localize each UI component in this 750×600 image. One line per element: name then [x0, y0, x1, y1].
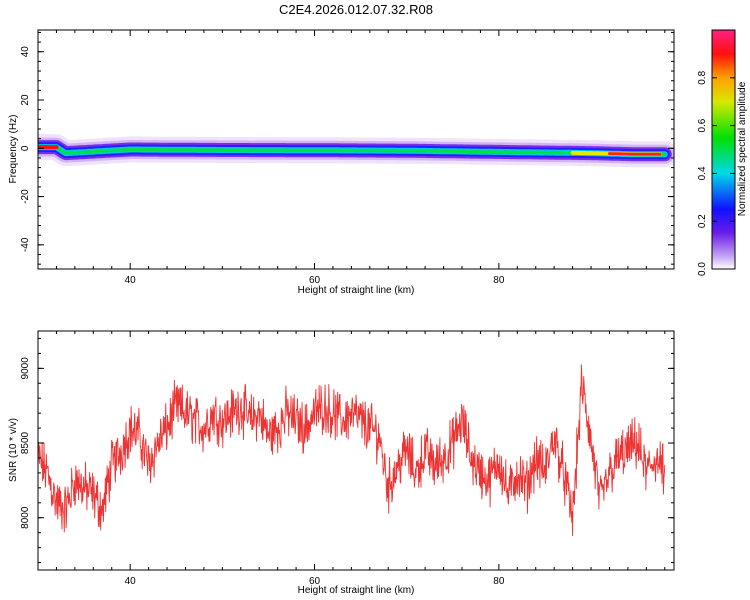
x-tick-label: 80 [493, 576, 505, 587]
x-tick-label: 80 [493, 275, 505, 286]
y-tick-label: 40 [20, 46, 31, 58]
x-tick-label: 40 [125, 275, 137, 286]
x-tick-label: 60 [309, 576, 321, 587]
spectrogram-xticks: 40 60 80 [37, 30, 666, 286]
y-tick-label: 9000 [20, 357, 31, 380]
snr-xticks: 40 60 80 [37, 331, 666, 587]
spectrogram-frame [37, 29, 675, 270]
y-tick-label: 8500 [20, 431, 31, 454]
band-green [38, 145, 667, 156]
spectrogram-ylabel: Frequency (Hz) [8, 115, 19, 184]
y-tick-label: 8000 [20, 506, 31, 529]
colorbar-tick-label: 0.2 [697, 214, 708, 228]
colorbar: 0.0 0.2 0.4 0.6 0.8 Normalized spectral ampl… [697, 29, 748, 276]
y-tick-label: -40 [20, 237, 31, 252]
colorbar-tick-label: 0.8 [697, 70, 708, 84]
colorbar-tick-label: 0.0 [697, 262, 708, 276]
x-tick-label: 60 [309, 275, 321, 286]
spectrogram-yticks: 40 20 0 -20 -40 [20, 31, 674, 265]
y-tick-label: 20 [20, 94, 31, 106]
colorbar-ticks: 0.0 0.2 0.4 0.6 0.8 [697, 70, 735, 276]
snr-ylabel: SNR (10 * v/v) [8, 418, 19, 482]
colorbar-tick-label: 0.6 [697, 118, 708, 132]
colorbar-label: Normalized spectral amplitude [737, 81, 748, 216]
colorbar-tick-label: 0.4 [697, 166, 708, 180]
band-core-red-end [608, 152, 662, 156]
spectrogram-band [38, 134, 674, 168]
snr-panel: 40 60 80 9000 8500 8000 Height of straight l… [8, 330, 675, 596]
snr-series-line [38, 364, 666, 537]
snr-xlabel: Height of straight line (km) [298, 585, 415, 596]
y-tick-label: 0 [20, 145, 31, 151]
x-tick-label: 40 [125, 576, 137, 587]
snr-yticks: 9000 8500 8000 [20, 337, 674, 564]
snr-frame [37, 330, 675, 571]
spectrogram-xlabel: Height of straight line (km) [298, 285, 415, 296]
colorbar-gradient [711, 29, 736, 270]
y-tick-label: -20 [20, 189, 31, 204]
figure-title: C2E4.2026.012.07.32.R08 [279, 2, 433, 17]
spectrogram-panel: 40 60 80 40 20 0 -20 -40 Height of straight li… [8, 29, 675, 296]
